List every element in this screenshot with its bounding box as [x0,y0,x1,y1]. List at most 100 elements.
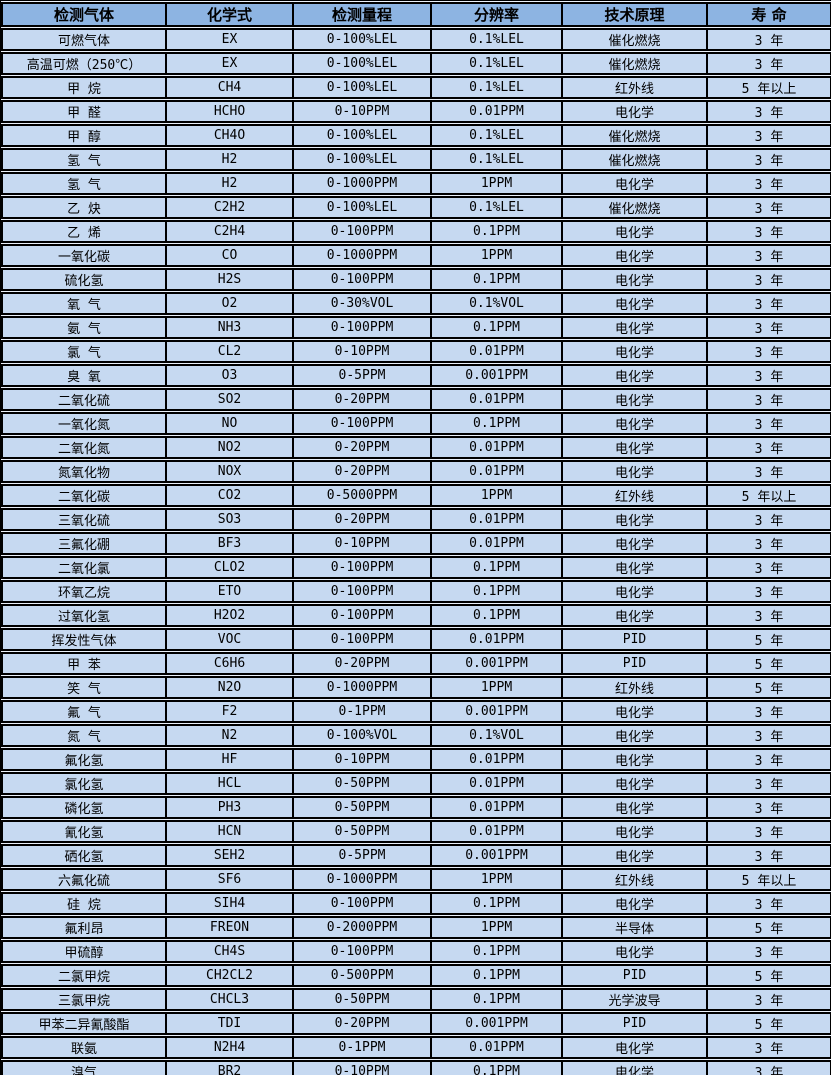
cell-gas-name: 臭 氧 [1,364,166,387]
cell-range: 0-1PPM [293,700,431,723]
cell-range: 0-10PPM [293,1060,431,1075]
cell-resolution: 0.01PPM [431,460,562,483]
table-row: 三氟化硼 BF3 0-10PPM 0.01PPM 电化学 3 年 [1,532,831,555]
cell-resolution: 0.01PPM [431,820,562,843]
cell-lifespan: 3 年 [707,460,831,483]
cell-principle: 催化燃烧 [562,28,707,51]
cell-resolution: 0.1PPM [431,412,562,435]
table-row: 三氧化硫 SO3 0-20PPM 0.01PPM 电化学 3 年 [1,508,831,531]
column-header-resolution: 分辨率 [431,2,562,27]
cell-principle: 电化学 [562,580,707,603]
cell-lifespan: 3 年 [707,844,831,867]
table-row: 甲 醇 CH4O 0-100%LEL 0.1%LEL 催化燃烧 3 年 [1,124,831,147]
cell-resolution: 0.01PPM [431,1036,562,1059]
cell-gas-name: 硫化氢 [1,268,166,291]
cell-resolution: 0.1PPM [431,1060,562,1075]
cell-principle: PID [562,652,707,675]
cell-gas-name: 二氧化氯 [1,556,166,579]
cell-formula: NO2 [166,436,293,459]
cell-resolution: 0.1PPM [431,988,562,1011]
cell-formula: O2 [166,292,293,315]
cell-resolution: 0.1PPM [431,556,562,579]
cell-principle: 电化学 [562,364,707,387]
cell-formula: EX [166,52,293,75]
cell-resolution: 0.01PPM [431,340,562,363]
cell-principle: 电化学 [562,292,707,315]
cell-range: 0-20PPM [293,388,431,411]
table-row: 二氧化碳 CO2 0-5000PPM 1PPM 红外线 5 年以上 [1,484,831,507]
cell-gas-name: 氨 气 [1,316,166,339]
cell-gas-name: 一氧化氮 [1,412,166,435]
cell-range: 0-100%LEL [293,148,431,171]
cell-principle: 红外线 [562,76,707,99]
table-row: 硫化氢 H2S 0-100PPM 0.1PPM 电化学 3 年 [1,268,831,291]
cell-lifespan: 3 年 [707,172,831,195]
cell-principle: 红外线 [562,484,707,507]
cell-gas-name: 笑 气 [1,676,166,699]
cell-principle: 电化学 [562,412,707,435]
cell-gas-name: 二氯甲烷 [1,964,166,987]
cell-formula: F2 [166,700,293,723]
cell-principle: 电化学 [562,220,707,243]
cell-resolution: 0.01PPM [431,532,562,555]
cell-principle: 电化学 [562,532,707,555]
cell-formula: CH4S [166,940,293,963]
cell-gas-name: 一氧化碳 [1,244,166,267]
table-row: 环氧乙烷 ETO 0-100PPM 0.1PPM 电化学 3 年 [1,580,831,603]
cell-range: 0-1PPM [293,1036,431,1059]
cell-formula: SF6 [166,868,293,891]
cell-principle: 电化学 [562,940,707,963]
cell-formula: CH4 [166,76,293,99]
table-row: 氟化氢 HF 0-10PPM 0.01PPM 电化学 3 年 [1,748,831,771]
table-row: 一氧化碳 CO 0-1000PPM 1PPM 电化学 3 年 [1,244,831,267]
cell-principle: 电化学 [562,556,707,579]
column-header-principle: 技术原理 [562,2,707,27]
cell-resolution: 1PPM [431,868,562,891]
table-row: 氢 气 H2 0-1000PPM 1PPM 电化学 3 年 [1,172,831,195]
table-row: 甲 苯 C6H6 0-20PPM 0.001PPM PID 5 年 [1,652,831,675]
cell-gas-name: 氰化氢 [1,820,166,843]
cell-range: 0-1000PPM [293,868,431,891]
cell-formula: H2 [166,148,293,171]
cell-lifespan: 3 年 [707,532,831,555]
cell-range: 0-5PPM [293,844,431,867]
cell-range: 0-100%LEL [293,76,431,99]
table-row: 氟 气 F2 0-1PPM 0.001PPM 电化学 3 年 [1,700,831,723]
cell-formula: NO [166,412,293,435]
cell-principle: 电化学 [562,436,707,459]
cell-range: 0-100%VOL [293,724,431,747]
cell-lifespan: 3 年 [707,772,831,795]
cell-resolution: 0.01PPM [431,436,562,459]
cell-lifespan: 3 年 [707,580,831,603]
cell-gas-name: 氟 气 [1,700,166,723]
cell-resolution: 0.1%VOL [431,292,562,315]
cell-resolution: 0.001PPM [431,700,562,723]
cell-range: 0-1000PPM [293,244,431,267]
cell-range: 0-100PPM [293,220,431,243]
cell-range: 0-500PPM [293,964,431,987]
cell-range: 0-20PPM [293,508,431,531]
cell-lifespan: 3 年 [707,724,831,747]
cell-resolution: 0.1%LEL [431,124,562,147]
cell-resolution: 0.1PPM [431,580,562,603]
cell-range: 0-10PPM [293,748,431,771]
cell-formula: HCL [166,772,293,795]
cell-lifespan: 5 年以上 [707,76,831,99]
cell-principle: 电化学 [562,820,707,843]
column-header-gas: 检测气体 [1,2,166,27]
cell-formula: SO3 [166,508,293,531]
table-row: 氟利昂 FREON 0-2000PPM 1PPM 半导体 5 年 [1,916,831,939]
table-row: 氰化氢 HCN 0-50PPM 0.01PPM 电化学 3 年 [1,820,831,843]
cell-lifespan: 5 年 [707,676,831,699]
cell-principle: 电化学 [562,268,707,291]
cell-formula: SO2 [166,388,293,411]
cell-principle: 电化学 [562,100,707,123]
table-row: 二氧化硫 SO2 0-20PPM 0.01PPM 电化学 3 年 [1,388,831,411]
table-row: 可燃气体 EX 0-100%LEL 0.1%LEL 催化燃烧 3 年 [1,28,831,51]
cell-principle: 电化学 [562,892,707,915]
table-row: 甲 烷 CH4 0-100%LEL 0.1%LEL 红外线 5 年以上 [1,76,831,99]
cell-formula: TDI [166,1012,293,1035]
table-row: 乙 炔 C2H2 0-100%LEL 0.1%LEL 催化燃烧 3 年 [1,196,831,219]
cell-gas-name: 二氧化硫 [1,388,166,411]
cell-formula: CL2 [166,340,293,363]
